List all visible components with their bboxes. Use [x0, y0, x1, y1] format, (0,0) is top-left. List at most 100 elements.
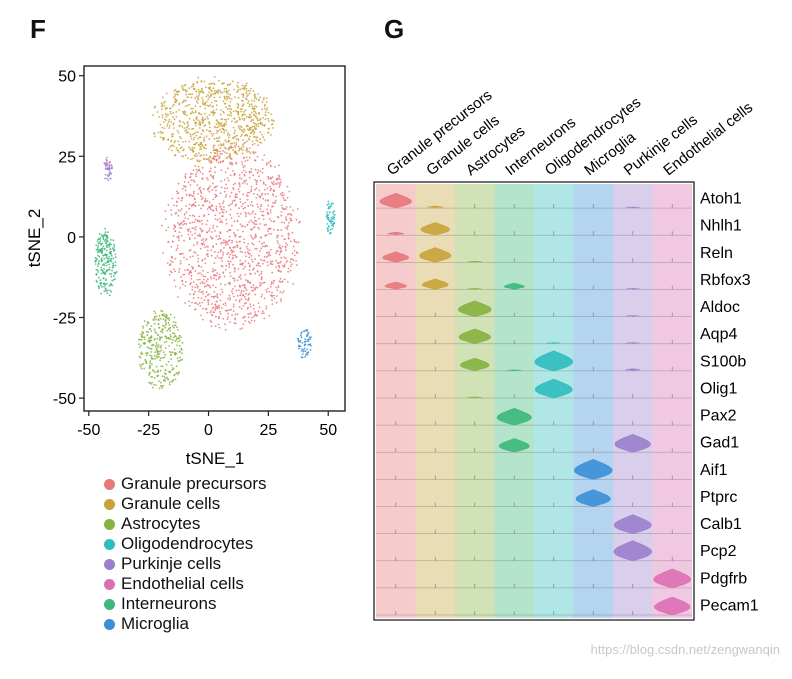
tsne-point — [193, 221, 196, 223]
tsne-point — [272, 194, 275, 197]
tsne-point — [292, 259, 295, 262]
tsne-point — [199, 235, 202, 238]
legend-swatch — [104, 598, 115, 610]
tsne-point — [241, 171, 243, 174]
tsne-point — [238, 299, 241, 302]
tsne-point — [269, 285, 272, 288]
tsne-point — [258, 274, 261, 276]
tsne-point — [181, 187, 184, 190]
tsne-point — [255, 197, 258, 199]
tsne-point — [242, 207, 245, 210]
tsne-point — [210, 310, 213, 312]
gene-label: S100b — [700, 353, 746, 370]
tsne-point — [240, 177, 243, 180]
tsne-point — [244, 181, 246, 184]
tsne-point — [224, 244, 227, 247]
tsne-point — [210, 175, 213, 178]
tsne-point — [272, 279, 275, 282]
tsne-point — [174, 230, 177, 233]
tsne-point — [231, 224, 233, 227]
tsne-point — [201, 260, 204, 262]
tsne-point — [201, 290, 204, 293]
tsne-point — [242, 193, 245, 196]
tsne-point — [213, 277, 215, 280]
tsne-point — [273, 189, 276, 192]
tsne-point — [288, 213, 290, 215]
tsne-point — [262, 182, 265, 185]
tsne-point — [188, 273, 191, 276]
tsne-point — [263, 255, 266, 258]
tsne-point — [247, 212, 250, 214]
tsne-point — [192, 203, 195, 206]
tsne-point — [216, 293, 219, 296]
gene-label: Pdgfrb — [700, 570, 747, 587]
tsne-point — [256, 314, 258, 317]
tsne-point — [236, 295, 239, 297]
tsne-point — [224, 302, 227, 304]
tsne-point — [247, 251, 249, 253]
tsne-point — [178, 268, 181, 270]
tsne-point — [277, 242, 280, 245]
tsne-point — [237, 145, 240, 148]
legend-swatch — [104, 518, 115, 530]
tsne-point — [216, 307, 219, 310]
tsne-point — [176, 192, 179, 195]
tsne-point — [270, 281, 273, 284]
tsne-point — [208, 285, 211, 287]
tsne-point — [221, 215, 223, 218]
tsne-point — [219, 237, 221, 240]
tsne-point — [198, 290, 200, 293]
tsne-point — [278, 164, 280, 167]
tsne-point — [245, 279, 247, 281]
tsne-point — [275, 259, 277, 262]
tsne-point — [258, 228, 260, 230]
tsne-point — [198, 278, 201, 281]
tsne-point — [221, 260, 224, 262]
tsne-point — [195, 175, 198, 178]
legend-item-granule-cells: Granule cells — [104, 494, 267, 514]
tsne-point — [173, 279, 176, 282]
tsne-point — [218, 235, 221, 237]
tsne-point — [216, 154, 219, 157]
tsne-point — [280, 204, 283, 207]
tsne-point — [211, 270, 214, 273]
tsne-point — [247, 316, 250, 319]
tsne-point — [221, 160, 224, 163]
tsne-point — [189, 231, 192, 233]
tsne-point — [190, 271, 193, 274]
tsne-point — [269, 260, 272, 263]
tsne-point — [203, 215, 206, 218]
tsne-point — [287, 237, 290, 239]
tsne-point — [231, 239, 234, 242]
tsne-point — [197, 193, 200, 195]
tsne-point — [209, 174, 212, 176]
gene-label: Nhlh1 — [700, 218, 742, 235]
tsne-point — [191, 221, 194, 224]
tsne-point — [229, 195, 231, 198]
tsne-point — [225, 210, 228, 213]
tsne-point — [217, 317, 220, 320]
tsne-point — [169, 270, 172, 273]
tsne-point — [238, 289, 240, 291]
tsne-point — [192, 297, 195, 300]
tsne-point — [201, 301, 204, 304]
tsne-point — [202, 269, 204, 272]
tsne-point — [233, 270, 236, 273]
tsne-point — [262, 312, 265, 314]
tsne-point — [248, 176, 251, 179]
tsne-point — [215, 194, 218, 197]
legend-swatch — [104, 498, 115, 510]
tsne-point — [162, 252, 165, 254]
tsne-point — [216, 296, 219, 299]
tsne-point — [181, 221, 184, 224]
tsne-point — [271, 271, 274, 274]
tsne-point — [234, 204, 237, 207]
tsne-point — [281, 280, 284, 283]
tsne-point — [243, 286, 246, 289]
tsne-point — [207, 303, 210, 306]
tsne-point — [223, 247, 225, 249]
tsne-point — [254, 233, 257, 236]
tsne-point — [174, 257, 177, 260]
tsne-point — [266, 208, 269, 211]
tsne-point — [278, 270, 281, 273]
